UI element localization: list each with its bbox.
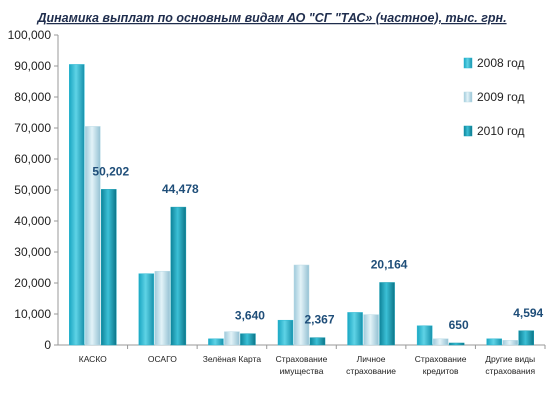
x-tick-label: КАСКО: [79, 354, 107, 364]
bars: [69, 64, 534, 346]
bar: [309, 337, 326, 346]
x-tick-label: страхования: [485, 366, 535, 376]
legend-label: 2008 год: [477, 56, 525, 70]
y-tick-label: 10,000: [14, 307, 51, 321]
bar: [138, 273, 155, 346]
bar: [486, 338, 502, 346]
data-label: 3,640: [235, 309, 265, 323]
legend-swatch: [463, 125, 473, 137]
x-tick-label: страхование: [346, 366, 396, 376]
y-axis: 0 10,000 20,000 30,000 40,000 50,000 60,000 70,…: [8, 28, 59, 352]
legend-label: 2009 год: [477, 90, 525, 104]
bar: [416, 325, 433, 346]
bar: [224, 331, 240, 346]
bar: [85, 126, 101, 346]
bar: [518, 330, 534, 346]
x-tick-label: кредитов: [423, 366, 459, 376]
x-tick-label: ОСАГО: [148, 354, 177, 364]
data-label: 50,202: [92, 164, 129, 178]
data-label: 20,164: [371, 257, 408, 271]
data-label: 2,367: [304, 313, 334, 327]
bar: [293, 264, 310, 346]
x-tick-label: Страхование: [276, 354, 328, 364]
chart-title: Динамика выплат по основным видам АО "СГ…: [36, 11, 506, 25]
y-tick-label: 100,000: [8, 28, 52, 42]
data-label: 650: [449, 318, 469, 332]
bar: [170, 206, 187, 346]
bar: [208, 338, 224, 346]
y-tick-label: 70,000: [14, 121, 51, 135]
bar: [379, 282, 395, 346]
y-tick-label: 30,000: [14, 245, 51, 259]
y-tick-label: 90,000: [14, 59, 51, 73]
bar: [240, 333, 256, 346]
bar: [432, 338, 449, 346]
bar: [347, 312, 363, 346]
x-tick-label: имущества: [280, 366, 324, 376]
x-axis: КАСКО ОСАГО Зелёная Карта Страхование имущес…: [58, 344, 546, 376]
data-label: 44,478: [162, 182, 199, 196]
legend-swatch: [463, 91, 473, 103]
bar: [502, 340, 518, 346]
y-tick-label: 80,000: [14, 90, 51, 104]
bar: [363, 314, 379, 346]
y-tick-label: 20,000: [14, 276, 51, 290]
y-tick-label: 40,000: [14, 214, 51, 228]
legend-swatch: [463, 57, 473, 69]
bar: [69, 64, 85, 346]
x-tick-label: Другие виды: [485, 354, 535, 364]
legend: 2008 год 2009 год 2010 год: [463, 56, 525, 138]
data-labels: 50,202 44,478 3,640 2,367 20,164 650 4,594: [92, 164, 543, 332]
bar: [277, 319, 294, 346]
x-tick-label: Зелёная Карта: [203, 354, 262, 364]
bar: [154, 270, 171, 346]
y-tick-label: 0: [44, 338, 51, 352]
bar: [101, 189, 117, 346]
x-tick-label: Страхование: [415, 354, 467, 364]
x-tick-label: Личное: [357, 354, 386, 364]
y-tick-label: 60,000: [14, 152, 51, 166]
legend-label: 2010 год: [477, 124, 525, 138]
data-label: 4,594: [513, 306, 543, 320]
bar: [448, 342, 465, 346]
y-tick-label: 50,000: [14, 183, 51, 197]
